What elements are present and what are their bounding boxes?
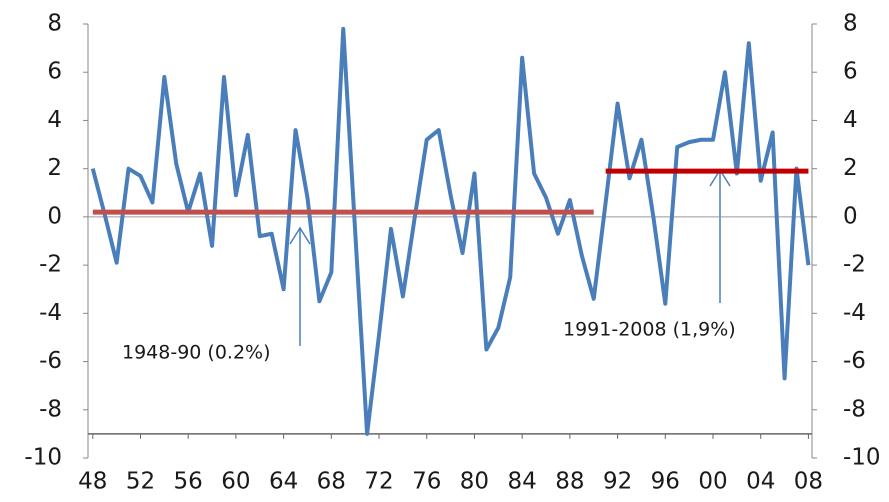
- y2-tick-label: -8: [843, 396, 866, 422]
- x-tick-label: 84: [508, 469, 537, 495]
- x-tick-label: 92: [603, 469, 632, 495]
- series-line: [90, 26, 811, 436]
- x-tick-label: 52: [126, 469, 155, 495]
- x-tick-label: 04: [746, 469, 775, 495]
- y2-tick-label: -4: [843, 300, 866, 326]
- y2-tick-label: 2: [843, 155, 858, 181]
- y-tick-label: -10: [24, 445, 62, 471]
- x-tick-label: 64: [269, 469, 298, 495]
- y-tick-label: -6: [39, 348, 62, 374]
- y-tick-label: 6: [47, 59, 62, 85]
- x-tick-label: 48: [78, 469, 107, 495]
- annotation: 1948-90 (0.2%): [122, 342, 271, 364]
- y-tick-label: 8: [47, 11, 62, 37]
- y2-tick-label: 4: [843, 107, 858, 133]
- x-tick-label: 80: [460, 469, 489, 495]
- y2-tick-label: -6: [843, 348, 866, 374]
- y-tick-label: 2: [47, 155, 62, 181]
- y2-tick-label: 8: [843, 11, 858, 37]
- y-tick-label: -4: [39, 300, 62, 326]
- x-tick-label: 72: [364, 469, 393, 495]
- x-tick-label: 76: [412, 469, 441, 495]
- y-tick-label: -2: [39, 252, 62, 278]
- y-tick-label: 0: [47, 203, 62, 229]
- x-tick-label: 96: [651, 469, 680, 495]
- x-tick-label: 60: [221, 469, 250, 495]
- y2-tick-label: 6: [843, 59, 858, 85]
- arrow-head: [289, 226, 311, 245]
- y2-tick-label: -10: [843, 445, 881, 471]
- x-tick-label: 00: [698, 469, 727, 495]
- x-tick-label: 56: [174, 469, 203, 495]
- y-tick-label: -8: [39, 396, 62, 422]
- annotation: 1991-2008 (1,9%): [563, 319, 736, 341]
- annotation-arrows: [289, 168, 731, 346]
- x-tick-label: 68: [317, 469, 346, 495]
- x-tick-label: 88: [555, 469, 584, 495]
- y2-tick-label: 0: [843, 203, 858, 229]
- y-tick-label: 4: [47, 107, 62, 133]
- x-tick-label: 08: [794, 469, 823, 495]
- y2-tick-label: -2: [843, 252, 866, 278]
